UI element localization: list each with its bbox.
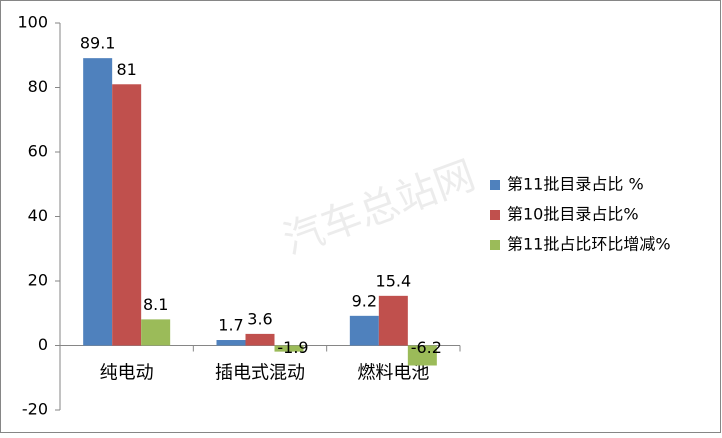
bar xyxy=(141,319,171,346)
y-tick-label: 60 xyxy=(28,142,48,161)
bar xyxy=(83,58,113,346)
data-label: 8.1 xyxy=(143,295,168,314)
y-tick-label: -20 xyxy=(22,400,48,419)
data-label: 15.4 xyxy=(376,271,412,290)
data-label: 9.2 xyxy=(352,291,377,310)
bar xyxy=(245,333,275,346)
data-label: 1.7 xyxy=(218,316,243,335)
data-label: -1.9 xyxy=(277,338,308,357)
legend-label: 第10批目录占比% xyxy=(507,205,639,224)
y-tick-label: 0 xyxy=(38,335,48,354)
y-tick-label: 80 xyxy=(28,77,48,96)
data-label: -6.2 xyxy=(411,338,442,357)
legend-label: 第11批占比环比增减% xyxy=(507,235,671,254)
legend-swatch xyxy=(490,240,500,250)
data-label: 81 xyxy=(116,60,136,79)
data-label: 89.1 xyxy=(80,34,116,53)
bar xyxy=(216,340,246,346)
x-tick-label: 燃料电池 xyxy=(357,363,429,384)
y-tick-label: 40 xyxy=(28,206,48,225)
bar xyxy=(349,315,379,346)
legend-swatch xyxy=(490,210,500,220)
data-label: 3.6 xyxy=(247,309,272,328)
bar xyxy=(274,345,304,352)
bar xyxy=(378,295,408,346)
x-tick-label: 插电式混动 xyxy=(215,363,305,384)
y-tick-label: 100 xyxy=(17,13,48,32)
legend-label: 第11批目录占比 % xyxy=(507,175,644,194)
bar xyxy=(112,84,142,346)
bar xyxy=(407,345,437,366)
y-tick-label: 20 xyxy=(28,271,48,290)
legend-swatch xyxy=(490,180,500,190)
x-tick-label: 纯电动 xyxy=(100,363,154,384)
